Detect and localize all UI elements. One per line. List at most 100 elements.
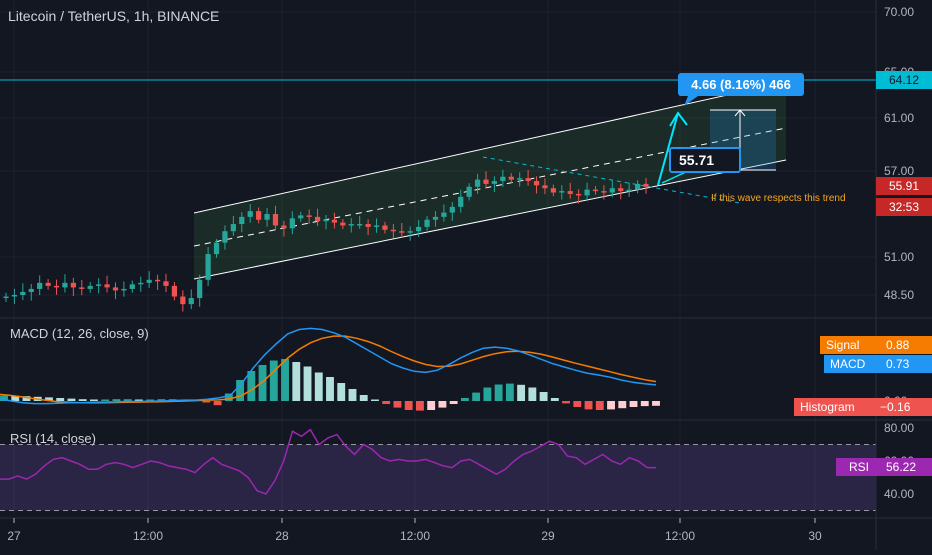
- macd-histogram-bar: [112, 399, 121, 401]
- target-label: 55.71: [679, 152, 714, 168]
- candle-body: [28, 288, 34, 292]
- candle-body: [87, 285, 93, 289]
- macd-histogram-bar: [505, 383, 514, 401]
- candle-body: [416, 226, 422, 232]
- macd-histogram-bar: [539, 392, 548, 401]
- channel-upper-line: [193, 81, 787, 214]
- macd-line: [0, 327, 657, 405]
- candle-body: [45, 282, 51, 286]
- macd-histogram-bar: [550, 398, 559, 401]
- rsi-band: [0, 444, 876, 511]
- rsi-name: RSI: [849, 460, 869, 474]
- histogram-value: −0.16: [880, 400, 911, 414]
- price-tick-label: 48.50: [884, 288, 914, 302]
- candle-body: [272, 214, 279, 226]
- macd-histogram-bar: [629, 401, 638, 407]
- macd-histogram-bar: [101, 399, 110, 401]
- signal-name: Signal: [826, 338, 859, 352]
- macd-histogram-bar: [483, 387, 492, 401]
- macd-flag: [824, 355, 932, 373]
- channel-lower-line: [193, 159, 787, 280]
- macd-histogram-bar: [123, 399, 132, 401]
- chart-title: Litecoin / TetherUS, 1h, BINANCE: [8, 8, 220, 24]
- countdown-label: 32:53: [889, 200, 919, 214]
- candle-body: [197, 279, 203, 299]
- time-tick-label: 30: [808, 529, 822, 543]
- candle-body: [331, 219, 338, 223]
- macd-histogram-bar: [22, 396, 31, 401]
- projection-arrow: [657, 112, 679, 186]
- candle-body: [138, 282, 144, 285]
- signal-flag: [820, 336, 932, 354]
- rsi-axis-tick: 40.00: [884, 487, 914, 501]
- candle-body: [407, 231, 413, 233]
- time-tick-label: 28: [275, 529, 289, 543]
- candle-body: [230, 224, 236, 232]
- macd-histogram-bar: [562, 401, 571, 404]
- price-tick-label: 61.00: [884, 111, 914, 125]
- candle-body: [289, 218, 295, 229]
- target-box: [669, 147, 741, 173]
- candle-body: [533, 181, 540, 186]
- candle-body: [517, 178, 523, 180]
- candle-body: [281, 225, 287, 229]
- candle-body: [239, 216, 245, 225]
- time-tick-label: 27: [7, 529, 21, 543]
- candle-body: [500, 176, 506, 182]
- candle-body: [525, 178, 531, 182]
- candle-body: [483, 179, 489, 184]
- countdown-flag: [876, 198, 932, 216]
- candle-body: [626, 189, 632, 192]
- candle-body: [53, 285, 60, 288]
- candle-body: [112, 287, 119, 291]
- candle-body: [121, 288, 127, 291]
- candle-body: [634, 183, 641, 190]
- candle-body: [264, 214, 270, 220]
- candle-body: [96, 284, 102, 286]
- candle-body: [154, 279, 161, 282]
- hline-price-flag: [876, 71, 932, 89]
- macd-histogram-bar: [618, 401, 627, 409]
- macd-histogram-bar: [258, 365, 267, 401]
- macd-histogram-bar: [78, 399, 87, 401]
- hline-price-label: 64.12: [889, 73, 919, 87]
- candle-body: [298, 215, 304, 219]
- drawings[interactable]: 4.66 (8.16%) 466 55.71 If this wave respec…: [0, 73, 876, 204]
- candle-body: [542, 185, 548, 189]
- price-tick-label: 51.00: [884, 250, 914, 264]
- candle-body: [559, 191, 565, 193]
- macd-histogram-bar: [45, 397, 53, 401]
- axis-labels: 70.0065.0061.0057.0051.0048.502712:00281…: [7, 5, 932, 543]
- candle-body: [188, 298, 194, 305]
- candle-body: [357, 224, 363, 226]
- macd-histogram-bar: [247, 371, 256, 401]
- macd-histogram-bar: [11, 395, 20, 401]
- candle-body: [180, 296, 186, 305]
- candle-body: [382, 225, 388, 230]
- candle-body: [508, 176, 514, 180]
- macd-histogram-bar: [640, 401, 649, 407]
- candle-body: [129, 284, 135, 289]
- rsi-value: 56.22: [886, 460, 916, 474]
- parallel-channel[interactable]: [193, 81, 787, 280]
- macd-histogram-bar: [157, 399, 166, 401]
- annotation-text: If this wave respects this trend: [711, 193, 846, 204]
- candle-body: [37, 282, 43, 289]
- candle-body: [146, 279, 152, 283]
- macd-histogram-bar: [607, 401, 615, 410]
- macd-histogram-bar: [89, 399, 98, 401]
- macd-histogram-bar: [202, 401, 211, 403]
- macd-histogram-bar: [303, 366, 312, 401]
- candle-body: [323, 219, 329, 222]
- time-tick-label: 12:00: [133, 529, 163, 543]
- macd-histogram-bar: [348, 389, 357, 401]
- candles: [3, 169, 649, 312]
- price-tick-label: 57.00: [884, 164, 914, 178]
- macd-histogram-bar: [213, 401, 222, 406]
- candle-body: [474, 179, 481, 187]
- candle-body: [222, 231, 228, 243]
- candle-body: [399, 231, 405, 233]
- measure-label: 4.66 (8.16%) 466: [691, 77, 791, 92]
